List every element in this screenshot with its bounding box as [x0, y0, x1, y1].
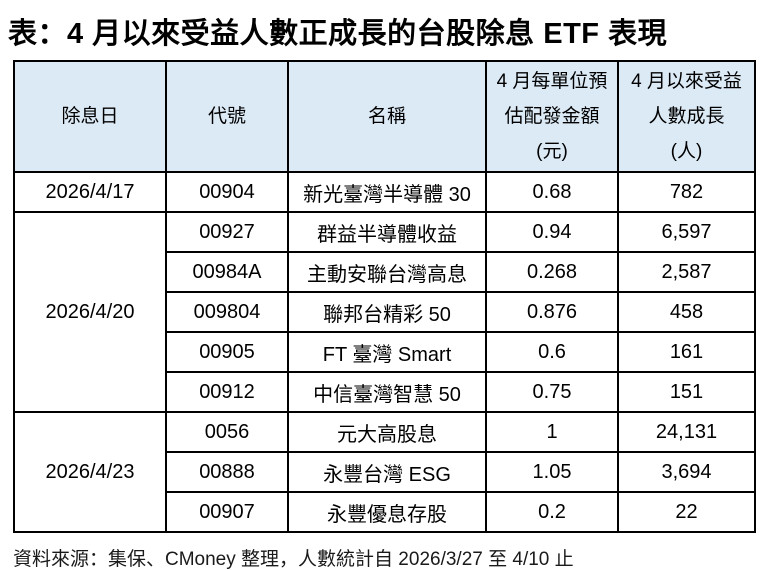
growth-cell: 3,694 [617, 451, 756, 493]
payout-cell: 1 [485, 411, 619, 453]
payout-cell: 0.268 [485, 251, 619, 293]
growth-cell: 2,587 [617, 251, 756, 293]
table-header-row: 除息日 代號 名稱 4 月每單位預 估配發金額 (元) 4 月以來受益 人數成長… [13, 60, 756, 173]
code-cell: 00984A [165, 251, 289, 293]
table-row: 00905 FT 臺灣 Smart 0.6 161 [14, 331, 756, 373]
header-growth: 4 月以來受益 人數成長 (人) [617, 60, 756, 173]
header-ex-date: 除息日 [13, 60, 167, 173]
table-row: 00907 永豐優息存股 0.2 22 [14, 491, 756, 533]
header-payout: 4 月每單位預 估配發金額 (元) [485, 60, 619, 173]
table-row: 00984A 主動安聯台灣高息 0.268 2,587 [14, 251, 756, 293]
payout-cell: 1.05 [485, 451, 619, 493]
table-row: 00912 中信臺灣智慧 50 0.75 151 [14, 371, 756, 413]
payout-cell: 0.876 [485, 291, 619, 333]
table-row: 2026/4/23 0056 元大高股息 1 24,131 [13, 411, 756, 533]
name-cell: 新光臺灣半導體 30 [287, 171, 487, 213]
payout-cell: 0.75 [485, 371, 619, 413]
code-cell: 009804 [165, 291, 289, 333]
page-title: 表：4 月以來受益人數正成長的台股除息 ETF 表現 [8, 18, 668, 50]
growth-cell: 782 [617, 171, 756, 213]
table-row: 2026/4/17 00904 新光臺灣半導體 30 0.68 782 [13, 171, 756, 213]
code-cell: 0056 [165, 411, 289, 453]
code-cell: 00888 [165, 451, 289, 493]
growth-cell: 6,597 [617, 211, 756, 253]
payout-cell: 0.2 [485, 491, 619, 533]
payout-cell: 0.6 [485, 331, 619, 373]
name-cell: 中信臺灣智慧 50 [287, 371, 487, 413]
payout-cell: 0.68 [485, 171, 619, 213]
ex-date-cell: 2026/4/23 [13, 411, 167, 533]
code-cell: 00912 [165, 371, 289, 413]
ex-date-cell: 2026/4/17 [13, 171, 167, 213]
header-code: 代號 [165, 60, 289, 173]
growth-cell: 22 [617, 491, 756, 533]
page: 表：4 月以來受益人數正成長的台股除息 ETF 表現 除息日 代號 名稱 4 月… [0, 10, 776, 570]
code-cell: 00927 [165, 211, 289, 253]
code-cell: 00907 [165, 491, 289, 533]
etf-dividend-table: 除息日 代號 名稱 4 月每單位預 估配發金額 (元) 4 月以來受益 人數成長… [13, 60, 756, 533]
table-row: 2026/4/20 00927 群益半導體收益 0.94 6,597 [13, 211, 756, 413]
header-name: 名稱 [287, 60, 487, 173]
name-cell: 永豐優息存股 [287, 491, 487, 533]
table-row: 009804 聯邦台精彩 50 0.876 458 [14, 291, 756, 333]
growth-cell: 458 [617, 291, 756, 333]
growth-cell: 151 [617, 371, 756, 413]
payout-cell: 0.94 [485, 211, 619, 253]
code-cell: 00904 [165, 171, 289, 213]
growth-cell: 161 [617, 331, 756, 373]
code-cell: 00905 [165, 331, 289, 373]
growth-cell: 24,131 [617, 411, 756, 453]
ex-date-cell: 2026/4/20 [13, 211, 167, 413]
name-cell: 群益半導體收益 [287, 211, 487, 253]
name-cell: 永豐台灣 ESG [287, 451, 487, 493]
name-cell: 聯邦台精彩 50 [287, 291, 487, 333]
name-cell: 主動安聯台灣高息 [287, 251, 487, 293]
name-cell: 元大高股息 [287, 411, 487, 453]
name-cell: FT 臺灣 Smart [287, 331, 487, 373]
source-note: 資料來源：集保、CMoney 整理，人數統計自 2026/3/27 至 4/10… [13, 549, 574, 570]
table-row: 00888 永豐台灣 ESG 1.05 3,694 [14, 451, 756, 493]
